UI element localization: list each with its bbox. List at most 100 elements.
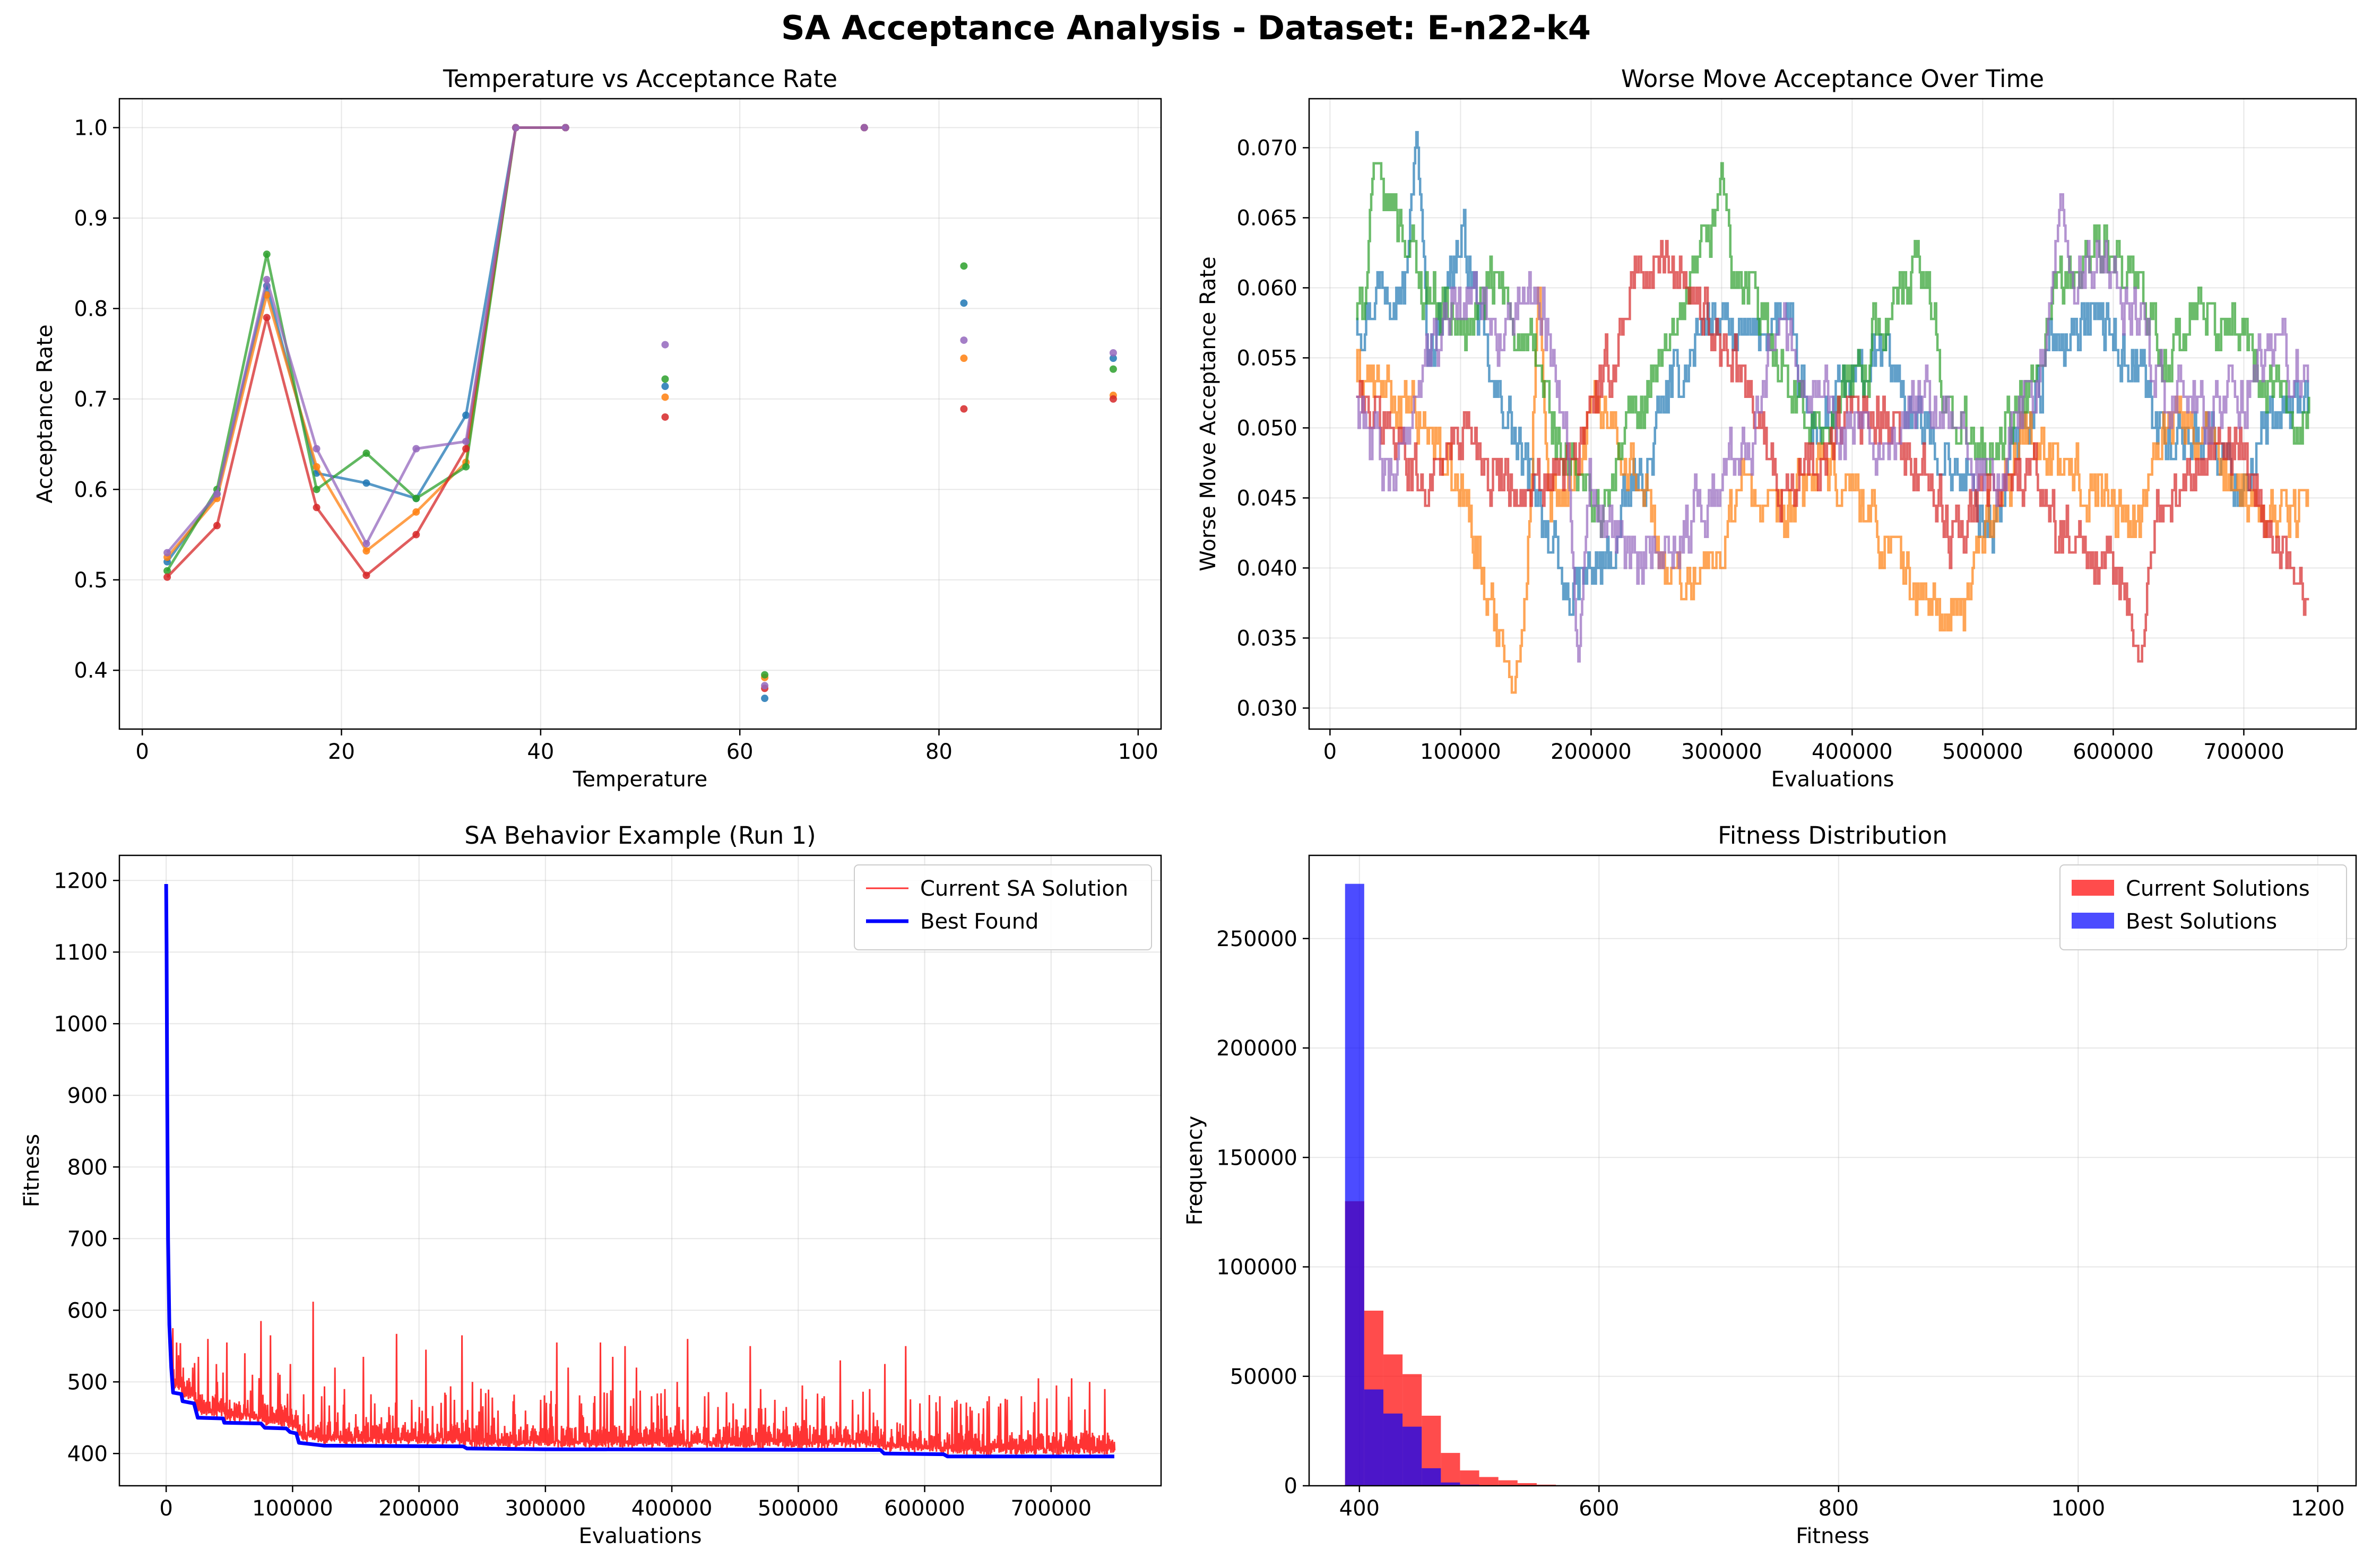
x-tick-label: 0 [1323,740,1337,764]
x-tick-label: 100 [1118,740,1158,764]
histogram-bar-best [1364,1389,1383,1486]
y-tick-label: 1000 [54,1012,108,1036]
data-point [960,262,968,270]
data-point [561,124,569,132]
data-point [512,124,520,132]
data-point [412,531,420,539]
data-point [362,547,370,555]
y-tick-label: 400 [67,1442,108,1466]
y-axis-label: Fitness [20,1134,44,1208]
axes-frame [1308,854,2357,1487]
y-tick-label: 0.5 [74,568,108,593]
data-point [163,549,171,557]
series-line-4 [1356,240,2309,663]
histogram-bar-current [1441,1453,1460,1486]
histogram-bar-current [1479,1477,1499,1486]
x-tick-label: 100000 [1420,740,1501,764]
data-point [213,490,221,498]
y-tick-label: 500 [67,1370,108,1394]
x-axis-label: Evaluations [1771,767,1894,792]
series-line-1 [1356,131,2309,616]
panel-fitness-distribution: 400 600 800 1000 1200 0 50000 100000 150000 20000… [1183,821,2357,1548]
data-point [761,695,769,703]
y-tick-label: 0 [1284,1474,1297,1498]
y-tick-label: 0.045 [1236,486,1297,510]
x-tick-label: 200000 [1551,740,1632,764]
histogram-bar-current [1517,1483,1537,1486]
data-point [860,124,868,132]
data-point [960,299,968,307]
data-point [313,463,321,471]
x-tick-label: 1000 [2051,1496,2105,1521]
x-tick-label: 500000 [1942,740,2023,764]
axes-frame [118,98,1162,730]
legend-box [854,864,1152,950]
x-tick-label: 800 [1819,1496,1859,1521]
x-tick-label: 100000 [252,1496,333,1521]
x-tick-label: 700000 [1010,1496,1092,1521]
data-layer [163,124,1117,703]
y-tick-label: 0.7 [74,387,108,412]
panel-title: Temperature vs Acceptance Rate [443,65,837,93]
y-tick-label: 50000 [1230,1365,1297,1389]
data-point [462,437,470,445]
x-axis-label: Temperature [573,767,707,792]
y-tick-label: 900 [67,1084,108,1108]
best-found-line [164,883,1114,1459]
x-tick-label: 20 [328,740,355,764]
x-tick-label: 600000 [2073,740,2154,764]
panel-worse-move-acceptance: 0 100000 200000 300000 400000 500000 600000 700… [1196,65,2357,792]
plot-area: 0 100000 200000 300000 400000 500000 600000 700… [1236,98,2357,764]
y-tick-label: 250000 [1216,927,1297,951]
plot-area: 0 20 40 60 80 100 0.4 0.5 0.6 0.7 0.8 0.9 1.0 [74,98,1162,764]
x-tick-label: 400000 [1812,740,1893,764]
y-tick-label: 1100 [54,940,108,965]
y-tick-label: 600 [67,1298,108,1323]
y-tick-label: 0.060 [1236,276,1297,300]
histogram-bar-current [1460,1470,1479,1486]
axes-frame [1308,98,2357,730]
legend-label: Current Solutions [2126,877,2310,901]
panel-title: SA Behavior Example (Run 1) [464,821,816,850]
x-tick-label: 700000 [2203,740,2284,764]
data-point [1109,395,1117,403]
panel-sa-behavior: 0 100000 200000 300000 400000 500000 600000 700… [20,821,1162,1548]
data-point [412,508,420,516]
legend: Current SA Solution Best Found [854,864,1152,950]
plot-area: 0 100000 200000 300000 400000 500000 600000 700… [54,854,1162,1521]
x-tick-label: 0 [159,1496,172,1521]
x-tick-label: 600000 [884,1496,965,1521]
plot-area: 400 600 800 1000 1200 0 50000 100000 150000 20000… [1216,854,2357,1521]
legend-label: Best Solutions [2126,909,2277,934]
data-point [412,445,420,453]
y-tick-label: 0.8 [74,297,108,321]
data-point [313,486,321,493]
y-tick-label: 0.065 [1236,206,1297,230]
x-tick-label: 300000 [1681,740,1762,764]
series-line-2 [1356,287,2309,694]
y-tick-label: 1.0 [74,116,108,141]
data-point [661,383,669,391]
x-tick-label: 80 [925,740,953,764]
data-layer [1356,131,2310,694]
data-point [960,336,968,344]
data-point [761,682,769,690]
data-point [761,671,769,679]
y-tick-label: 0.035 [1236,626,1297,651]
figure-title: SA Acceptance Analysis - Dataset: E-n22-… [781,8,1591,47]
y-tick-label: 1200 [54,869,108,893]
x-tick-label: 1200 [2291,1496,2345,1521]
data-layer [164,883,1116,1459]
data-point [362,540,370,548]
x-axis-label: Fitness [1796,1524,1869,1548]
y-tick-label: 100000 [1216,1255,1297,1280]
histogram-bar-best [1383,1413,1403,1486]
data-point [263,275,271,283]
data-point [362,479,370,487]
data-point [163,567,171,575]
y-tick-label: 0.6 [74,478,108,502]
data-point [362,449,370,457]
y-axis-label: Worse Move Acceptance Rate [1196,256,1220,571]
histogram-bar-best [1345,883,1364,1486]
